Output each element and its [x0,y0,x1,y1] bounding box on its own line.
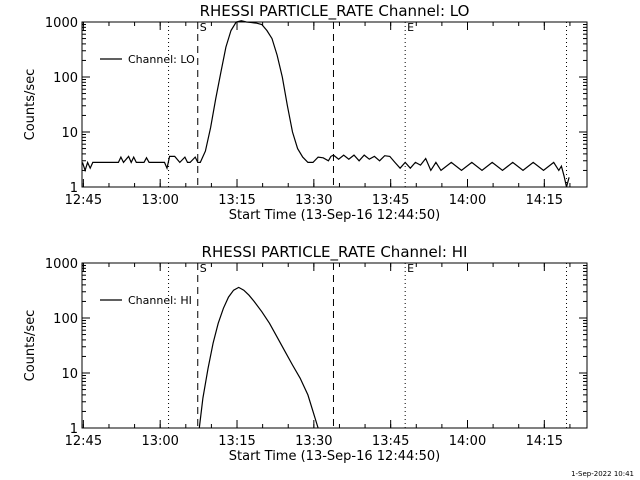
p1-x-tick-label: 13:15 [218,193,255,208]
p2-x-tick-label: 14:00 [449,434,486,449]
p2-y-tick-label: 1 [70,422,78,437]
p1-y-tick-label: 10 [61,126,78,141]
p2-marker-label: E [407,262,414,275]
p1-series-line [81,20,570,188]
p2-y-tick-label: 1000 [45,257,78,272]
p1-legend-label: Channel: LO [128,53,195,66]
p1-y-tick-label: 1 [70,181,78,196]
p2-x-tick-label: 13:00 [141,434,178,449]
p2-series-line [198,286,319,429]
p1-plot-frame [81,21,588,188]
p1-x-axis-label: Start Time (13-Sep-16 12:44:50) [229,208,440,223]
p1-x-tick-label: 14:00 [449,193,486,208]
p2-x-tick-label: 14:15 [526,434,563,449]
p1-x-tick-label: 13:45 [372,193,409,208]
p2-x-tick-label: 13:30 [295,434,332,449]
p2-x-axis-label: Start Time (13-Sep-16 12:44:50) [229,449,440,464]
p2-y-tick-label: 100 [53,312,78,327]
p2-y-tick-label: 10 [61,367,78,382]
p1-marker-label: S [200,21,207,34]
p1-x-tick-label: 13:30 [295,193,332,208]
p2-x-tick-label: 12:45 [65,434,102,449]
p2-marker-label: S [200,262,207,275]
p2-x-tick-label: 13:45 [372,434,409,449]
p2-plot-frame [81,262,588,429]
p1-y-axis-label: Counts/sec [23,69,38,141]
p2-y-axis-label: Counts/sec [23,310,38,382]
p1-y-tick-label: 1000 [45,16,78,31]
p1-y-tick-label: 100 [53,71,78,86]
p2-chart-title: RHESSI PARTICLE_RATE Channel: HI [202,243,468,262]
p1-chart-title: RHESSI PARTICLE_RATE Channel: LO [200,2,470,21]
p1-x-tick-label: 12:45 [65,193,102,208]
p2-legend-label: Channel: HI [128,294,192,307]
p2-x-tick-label: 13:15 [218,434,255,449]
p1-x-tick-label: 14:15 [526,193,563,208]
p1-x-tick-label: 13:00 [141,193,178,208]
timestamp-footer: 1-Sep-2022 10:41 [571,470,634,478]
p1-marker-label: E [407,21,414,34]
